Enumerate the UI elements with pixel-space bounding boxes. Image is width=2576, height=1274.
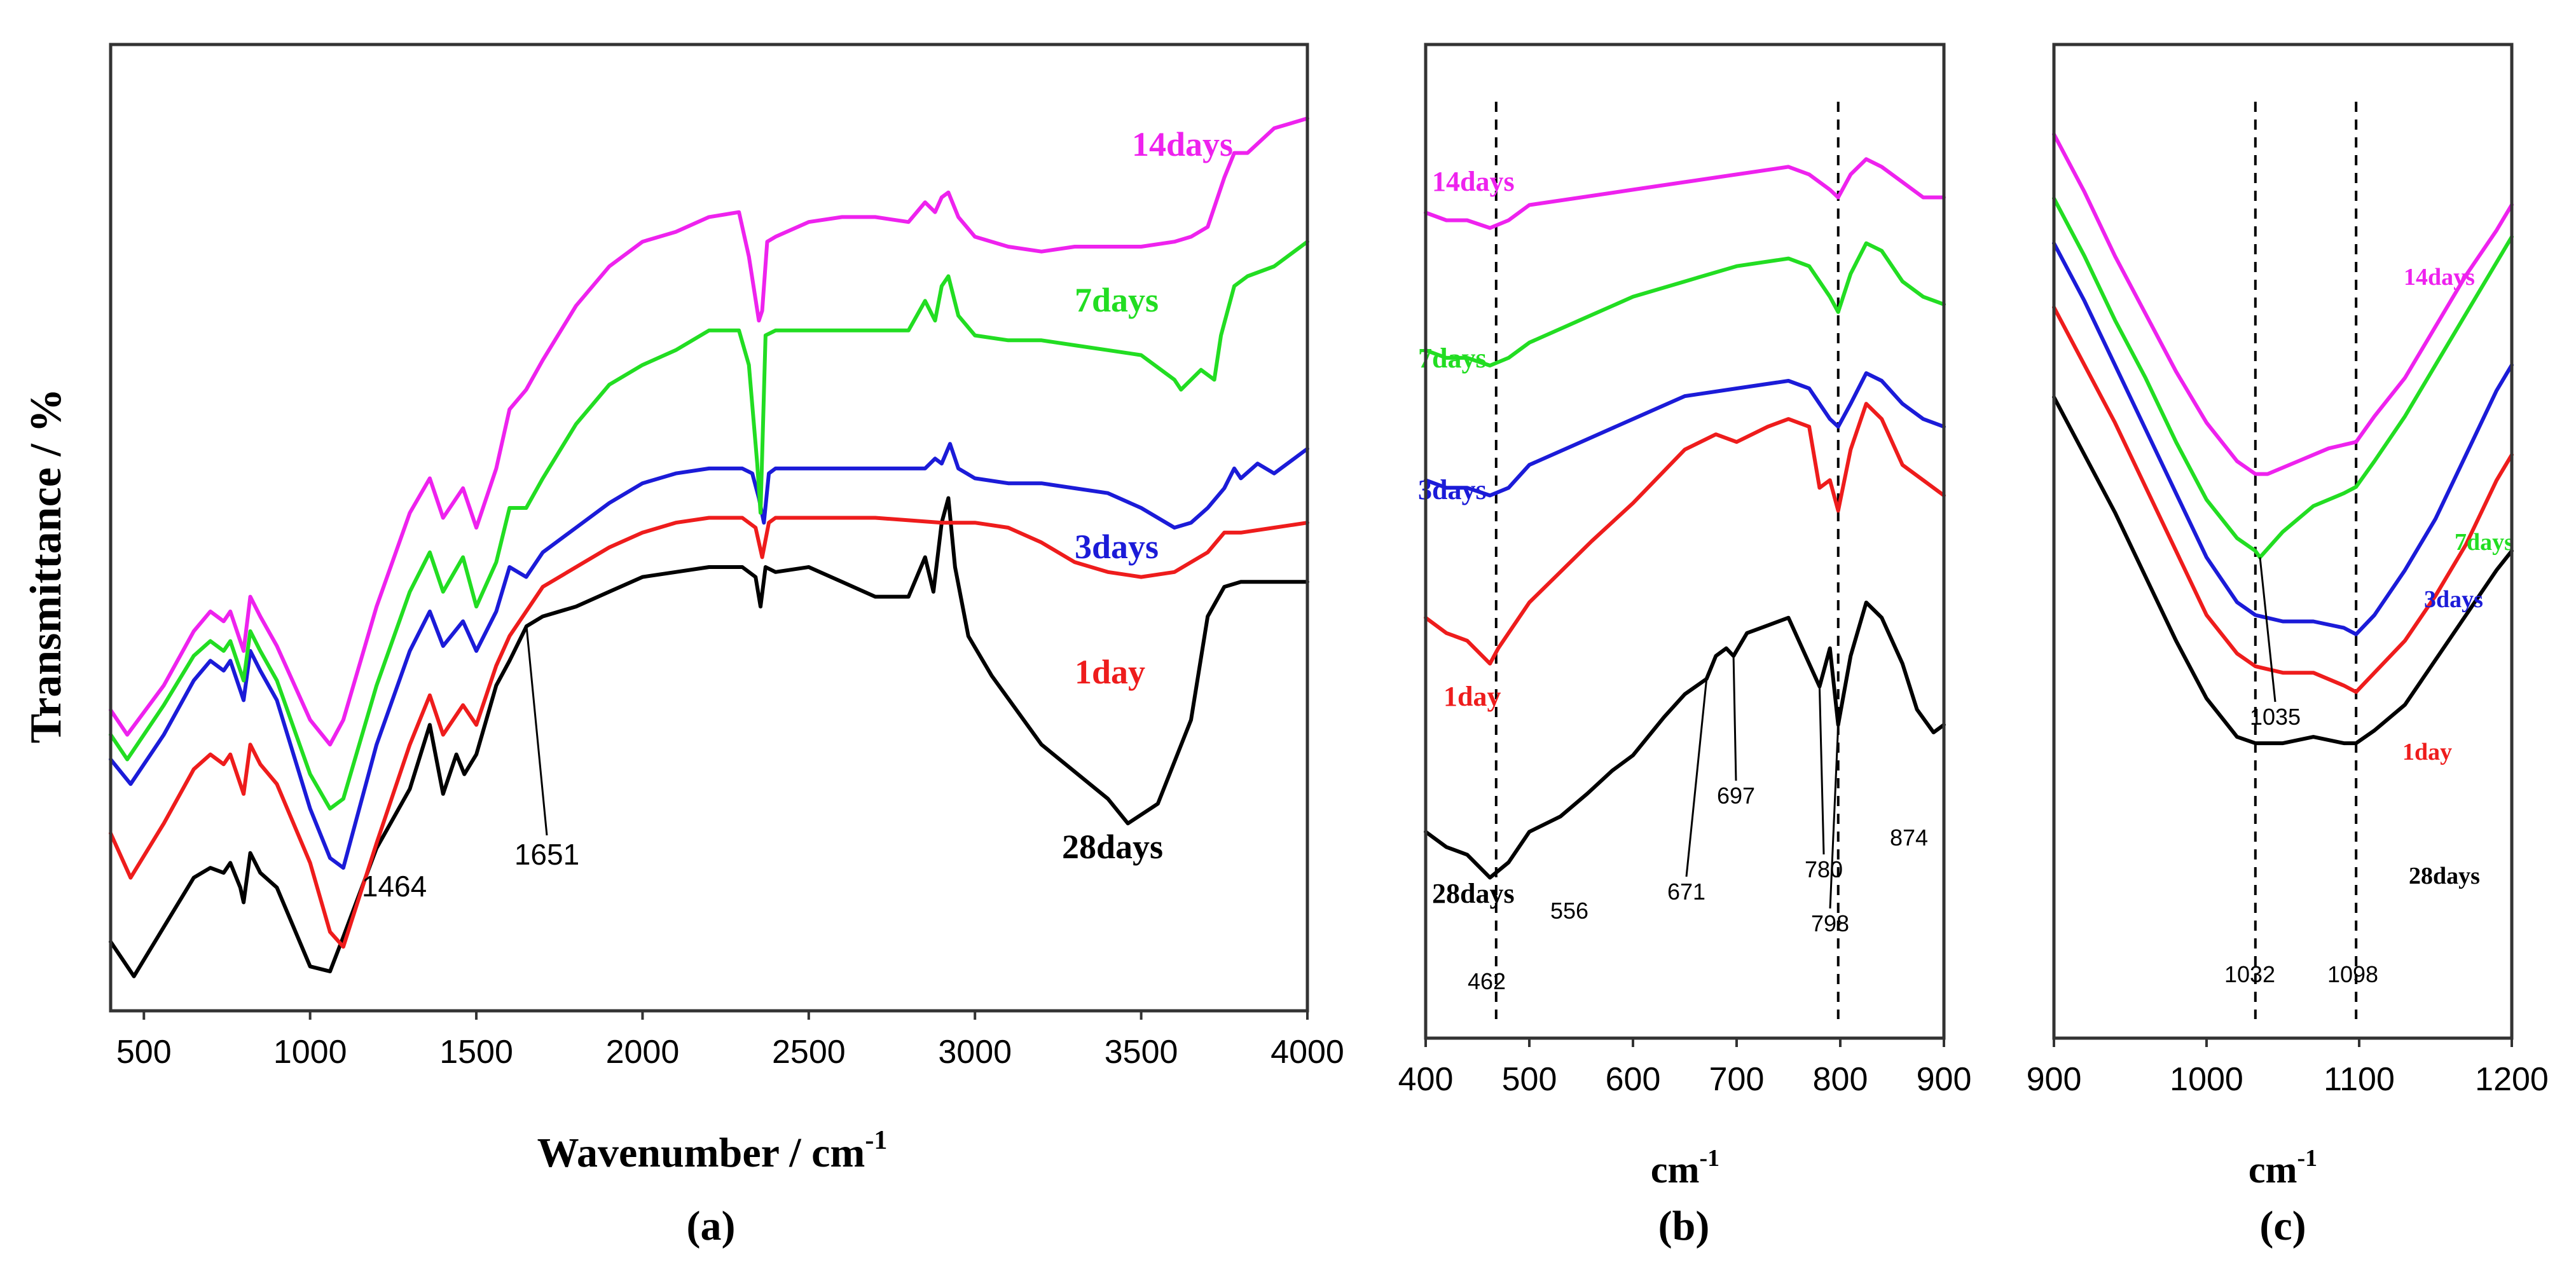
x-tick-label: 2500 bbox=[772, 1034, 846, 1071]
series-label-1day: 1day bbox=[1443, 681, 1501, 712]
x-tick-label: 1000 bbox=[273, 1034, 347, 1071]
series-line-7days bbox=[109, 240, 1309, 811]
annotation-label: 1651 bbox=[514, 838, 579, 871]
panel-c-chart: 28days 1day 3days 7days 14days 1035 1032 1098 9… bbox=[2027, 43, 2549, 1249]
series-label-3days: 3days bbox=[1418, 474, 1487, 505]
series-label-1day: 1day bbox=[1075, 653, 1145, 691]
panel-a-frame bbox=[109, 43, 1309, 1013]
x-tick-label: 900 bbox=[2027, 1061, 2082, 1098]
series-line-1day bbox=[1424, 402, 1946, 666]
series-line-28days bbox=[1424, 600, 1946, 880]
series-line-3days bbox=[2052, 241, 2514, 636]
series-line-14days bbox=[1424, 157, 1946, 230]
panel-b-chart: 28days 1day 3days 7days 14days 462 556 671 697 78… bbox=[1398, 43, 1972, 1249]
series-line-7days bbox=[2052, 196, 2514, 559]
annotation-label: 798 bbox=[1811, 910, 1849, 936]
series-label-14days: 14days bbox=[1132, 125, 1233, 163]
x-tick-label: 400 bbox=[1398, 1061, 1454, 1098]
panel-c-letter: (c) bbox=[2259, 1203, 2306, 1249]
series-label-28days: 28days bbox=[1062, 828, 1163, 866]
annotation-arrow bbox=[1818, 686, 1825, 855]
series-line-1day bbox=[2052, 305, 2514, 694]
series-line-3days bbox=[109, 442, 1309, 870]
annotation-label: 1098 bbox=[2327, 961, 2378, 987]
annotation-label: 671 bbox=[1667, 879, 1705, 905]
series-line-28days bbox=[109, 496, 1309, 978]
panel-a-chart: 28days 1day 3days 7days 14days 1464 1651 500 10… bbox=[109, 43, 1344, 1249]
annotation-arrow bbox=[1829, 724, 1840, 909]
series-label-3days: 3days bbox=[2424, 586, 2483, 613]
annotation-label: 780 bbox=[1805, 856, 1843, 882]
panel-b-frame bbox=[1424, 43, 1946, 1040]
series-label-7days: 7days bbox=[2455, 529, 2514, 556]
annotation-label: 1032 bbox=[2224, 961, 2275, 987]
annotation-label: 556 bbox=[1550, 898, 1588, 924]
annotation-label: 874 bbox=[1890, 825, 1928, 851]
x-tick-label: 2000 bbox=[606, 1034, 680, 1071]
x-tick-label: 1000 bbox=[2170, 1061, 2243, 1098]
annotation-label: 1035 bbox=[2250, 704, 2301, 730]
x-tick-label: 600 bbox=[1606, 1061, 1661, 1098]
series-line-28days bbox=[2052, 395, 2514, 746]
x-tick-label: 700 bbox=[1709, 1061, 1765, 1098]
series-line-14days bbox=[2052, 132, 2514, 476]
panel-c-x-label: cm-1 bbox=[2249, 1145, 2317, 1191]
annotation-label: 697 bbox=[1717, 783, 1755, 809]
panel-b-x-label: cm-1 bbox=[1651, 1145, 1719, 1191]
x-tick-label: 4000 bbox=[1271, 1034, 1344, 1071]
annotation-arrow bbox=[2259, 557, 2276, 702]
x-tick-label: 500 bbox=[1502, 1061, 1557, 1098]
series-line-14days bbox=[109, 116, 1309, 747]
annotation-label: 462 bbox=[1468, 968, 1506, 994]
x-tick-label: 3000 bbox=[938, 1034, 1012, 1071]
annotation-label: 1464 bbox=[362, 870, 427, 903]
panel-a-x-label: Wavenumber / cm-1 bbox=[537, 1126, 888, 1176]
annotation-arrow bbox=[1732, 655, 1737, 781]
x-tick-label: 500 bbox=[116, 1034, 172, 1071]
y-axis-label: Transmittance / % bbox=[22, 388, 71, 744]
panel-b-letter: (b) bbox=[1658, 1203, 1710, 1249]
x-tick-label: 1200 bbox=[2475, 1061, 2549, 1098]
x-tick-label: 900 bbox=[1917, 1061, 1972, 1098]
series-label-3days: 3days bbox=[1075, 528, 1159, 566]
series-label-14days: 14days bbox=[2404, 264, 2475, 291]
series-line-7days bbox=[1424, 241, 1946, 367]
annotation-arrow bbox=[525, 626, 548, 836]
series-line-1day bbox=[109, 516, 1309, 949]
x-tick-label: 1100 bbox=[2324, 1061, 2395, 1098]
series-label-7days: 7days bbox=[1075, 281, 1159, 319]
series-label-14days: 14days bbox=[1432, 166, 1515, 197]
panel-c-frame bbox=[2052, 43, 2514, 1040]
x-tick-label: 800 bbox=[1813, 1061, 1868, 1098]
series-label-28days: 28days bbox=[1432, 878, 1515, 909]
panel-a-letter: (a) bbox=[687, 1203, 736, 1249]
x-tick-label: 3500 bbox=[1105, 1034, 1178, 1071]
annotation-arrow bbox=[1685, 678, 1708, 877]
series-line-3days bbox=[1424, 371, 1946, 498]
series-label-28days: 28days bbox=[2409, 863, 2480, 889]
x-tick-label: 1500 bbox=[439, 1034, 513, 1071]
series-label-7days: 7days bbox=[1418, 343, 1487, 374]
series-label-1day: 1day bbox=[2402, 739, 2452, 765]
